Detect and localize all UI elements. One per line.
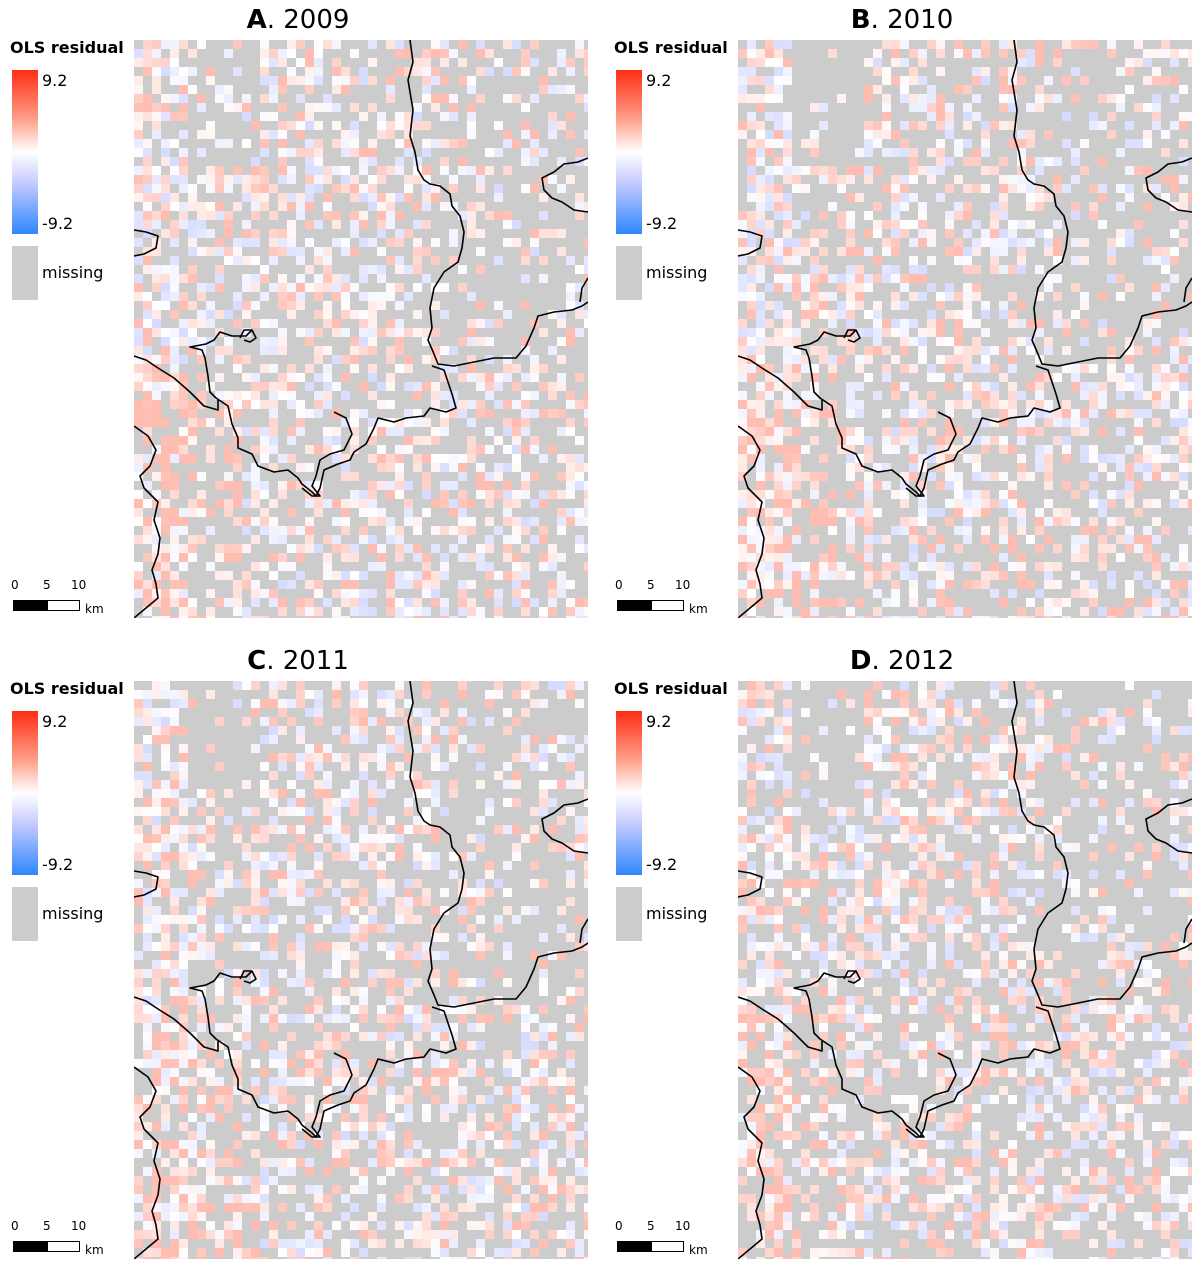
residual-map [738, 40, 1192, 618]
scale-bar-white [651, 1241, 684, 1252]
legend-title: OLS residual [10, 38, 124, 57]
legend-max-label: 9.2 [646, 71, 671, 90]
panel-year: 2009 [283, 5, 349, 35]
legend-missing-swatch [12, 246, 38, 300]
scale-tick-5: 5 [647, 1219, 655, 1233]
panel-letter: C [247, 646, 266, 676]
panel-year: 2011 [283, 646, 349, 676]
panel-letter: D [850, 646, 872, 676]
panel-year: 2012 [888, 646, 954, 676]
legend-color-ramp [12, 711, 38, 875]
panel-title: D. 2012 [604, 645, 1192, 677]
legend-title: OLS residual [10, 679, 124, 698]
residual-map [134, 40, 588, 618]
panel-title: C. 2011 [0, 645, 596, 677]
panel-letter: B [851, 5, 871, 35]
scale-tick-10: 10 [675, 1219, 690, 1233]
scale-tick-10: 10 [675, 578, 690, 592]
legend-missing-label: missing [646, 904, 707, 923]
legend-missing-swatch [616, 246, 642, 300]
panel-a: A. 2009 OLS residual 9.2 -9.2 missing 0 … [0, 0, 596, 629]
scale-tick-0: 0 [11, 1219, 19, 1233]
legend-max-label: 9.2 [646, 712, 671, 731]
residual-raster [134, 681, 588, 1259]
legend-max-label: 9.2 [42, 71, 67, 90]
panel-title: A. 2009 [0, 4, 596, 36]
residual-raster [738, 40, 1192, 618]
scale-unit: km [689, 1243, 708, 1257]
legend-missing-label: missing [42, 263, 103, 282]
scale-tick-0: 0 [615, 578, 623, 592]
scale-tick-5: 5 [647, 578, 655, 592]
scale-tick-5: 5 [43, 1219, 51, 1233]
scale-bar: 0 5 10 km [8, 578, 118, 618]
residual-raster [134, 40, 588, 618]
legend-title: OLS residual [614, 38, 728, 57]
panel-title: B. 2010 [604, 4, 1192, 36]
panel-b: B. 2010 OLS residual 9.2 -9.2 missing 0 … [604, 0, 1192, 629]
legend-missing-label: missing [646, 263, 707, 282]
panel-letter: A [247, 5, 267, 35]
scale-bar-black [617, 1241, 652, 1252]
scale-bar: 0 5 10 km [8, 1219, 118, 1259]
legend-min-label: -9.2 [42, 855, 73, 874]
scale-bar-white [47, 1241, 80, 1252]
legend-color-ramp [616, 70, 642, 234]
legend-missing-swatch [616, 887, 642, 941]
scale-tick-0: 0 [615, 1219, 623, 1233]
scale-unit: km [85, 602, 104, 616]
legend-min-label: -9.2 [646, 214, 677, 233]
scale-tick-10: 10 [71, 1219, 86, 1233]
scale-tick-10: 10 [71, 578, 86, 592]
scale-bar-black [13, 1241, 48, 1252]
legend-max-label: 9.2 [42, 712, 67, 731]
residual-map [134, 681, 588, 1259]
legend-min-label: -9.2 [646, 855, 677, 874]
legend-missing-swatch [12, 887, 38, 941]
scale-bar-black [617, 600, 652, 611]
scale-unit: km [85, 1243, 104, 1257]
scale-bar-white [47, 600, 80, 611]
scale-tick-0: 0 [11, 578, 19, 592]
legend-color-ramp [12, 70, 38, 234]
residual-raster [738, 681, 1192, 1259]
scale-bar-black [13, 600, 48, 611]
legend-min-label: -9.2 [42, 214, 73, 233]
scale-bar: 0 5 10 km [612, 578, 722, 618]
panel-c: C. 2011 OLS residual 9.2 -9.2 missing 0 … [0, 641, 596, 1270]
scale-bar: 0 5 10 km [612, 1219, 722, 1259]
residual-map [738, 681, 1192, 1259]
legend-missing-label: missing [42, 904, 103, 923]
scale-unit: km [689, 602, 708, 616]
scale-tick-5: 5 [43, 578, 51, 592]
scale-bar-white [651, 600, 684, 611]
panel-d: D. 2012 OLS residual 9.2 -9.2 missing 0 … [604, 641, 1192, 1270]
panel-year: 2010 [887, 5, 953, 35]
legend-title: OLS residual [614, 679, 728, 698]
legend-color-ramp [616, 711, 642, 875]
